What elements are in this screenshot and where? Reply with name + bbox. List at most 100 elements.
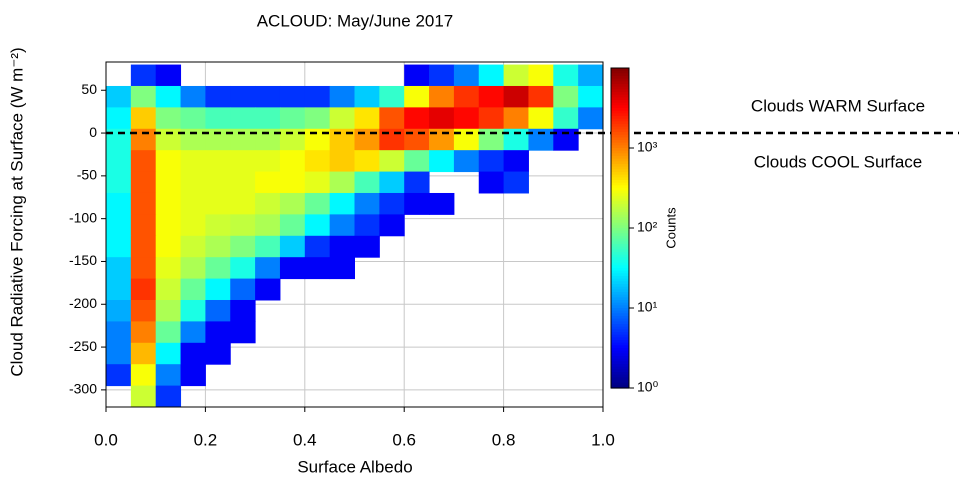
colorbar-segment	[611, 246, 629, 250]
colorbar-segment	[611, 73, 629, 77]
cell	[429, 85, 455, 108]
cell	[578, 64, 603, 87]
colorbar-segment	[611, 153, 629, 157]
colorbar-segment	[611, 156, 629, 160]
colorbar-segment	[611, 289, 629, 293]
colorbar-segment	[611, 337, 629, 341]
colorbar-segment	[611, 78, 629, 82]
colorbar-segment	[611, 286, 629, 290]
cell	[130, 64, 157, 87]
colorbar-tick-label: 10¹	[637, 299, 658, 315]
cell	[230, 128, 256, 151]
colorbar-segment	[611, 326, 629, 330]
y-axis-label: Cloud Radiative Forcing at Surface (W m⁻…	[7, 47, 26, 376]
colorbar-segment	[611, 321, 629, 325]
cell	[478, 171, 505, 194]
cell	[528, 64, 554, 87]
cell	[106, 107, 132, 130]
colorbar-segment	[611, 380, 629, 384]
cell	[304, 192, 331, 215]
colorbar-segment	[611, 329, 629, 333]
cell	[130, 321, 157, 344]
cell	[130, 85, 157, 108]
cell	[429, 64, 455, 87]
colorbar-segment	[611, 257, 629, 261]
colorbar-segment	[611, 278, 629, 282]
plot-frame	[105, 61, 604, 408]
cell	[478, 85, 505, 108]
y-tick-label: 50	[81, 81, 97, 97]
cell	[155, 150, 182, 173]
colorbar-segment	[611, 142, 629, 146]
cell	[106, 150, 132, 173]
cell	[230, 299, 256, 322]
colorbar-segment	[611, 369, 629, 373]
colorbar-tick-label: 10⁰	[637, 379, 659, 395]
colorbar-segment	[611, 374, 629, 378]
cell	[528, 107, 554, 130]
colorbar-segment	[611, 158, 629, 162]
cell	[255, 278, 281, 301]
cell	[429, 150, 455, 173]
cell	[304, 150, 331, 173]
cell	[205, 257, 231, 280]
cell	[329, 150, 355, 173]
cell	[404, 107, 430, 130]
colorbar-segment	[611, 172, 629, 176]
colorbar-segment	[611, 366, 629, 370]
colorbar-segment	[611, 281, 629, 285]
cell	[180, 107, 206, 130]
cell	[528, 128, 554, 151]
cell	[329, 235, 355, 258]
colorbar-segment	[611, 86, 629, 90]
cell	[230, 257, 256, 280]
cell	[106, 321, 132, 344]
colorbar-segment	[611, 262, 629, 266]
colorbar-segment	[611, 273, 629, 277]
colorbar-segment	[611, 294, 629, 298]
x-tick-label: 0.4	[293, 430, 317, 449]
colorbar-segment	[611, 174, 629, 178]
cell	[130, 128, 157, 151]
cell	[379, 85, 405, 108]
cell	[180, 364, 206, 387]
cell	[329, 214, 355, 237]
cell	[279, 214, 306, 237]
colorbar-segment	[611, 233, 629, 237]
cell	[205, 171, 231, 194]
cell	[453, 85, 480, 108]
cell	[230, 192, 256, 215]
colorbar-segment	[611, 276, 629, 280]
colorbar-tick-label: 10²	[637, 219, 658, 235]
cell	[503, 107, 529, 130]
cell	[155, 278, 182, 301]
cell	[354, 171, 380, 194]
y-tick-label: -200	[69, 295, 97, 311]
colorbar-segment	[611, 270, 629, 274]
cell	[155, 299, 182, 322]
cell	[130, 192, 157, 215]
colorbar-segment	[611, 212, 629, 216]
cell	[404, 192, 430, 215]
cell	[453, 107, 480, 130]
cell	[230, 278, 256, 301]
colorbar-segment	[611, 358, 629, 362]
cell	[255, 214, 281, 237]
colorbar-segment	[611, 292, 629, 296]
cell	[578, 107, 603, 130]
cell	[130, 257, 157, 280]
colorbar-segment	[611, 164, 629, 168]
colorbar-segment	[611, 113, 629, 117]
cell	[503, 171, 529, 194]
cell	[279, 150, 306, 173]
cell	[429, 107, 455, 130]
colorbar-segment	[611, 348, 629, 352]
colorbar-segment	[611, 132, 629, 136]
colorbar-segment	[611, 356, 629, 360]
cell	[180, 128, 206, 151]
cell	[155, 235, 182, 258]
cell	[205, 235, 231, 258]
colorbar-segment	[611, 89, 629, 93]
cell	[279, 107, 306, 130]
